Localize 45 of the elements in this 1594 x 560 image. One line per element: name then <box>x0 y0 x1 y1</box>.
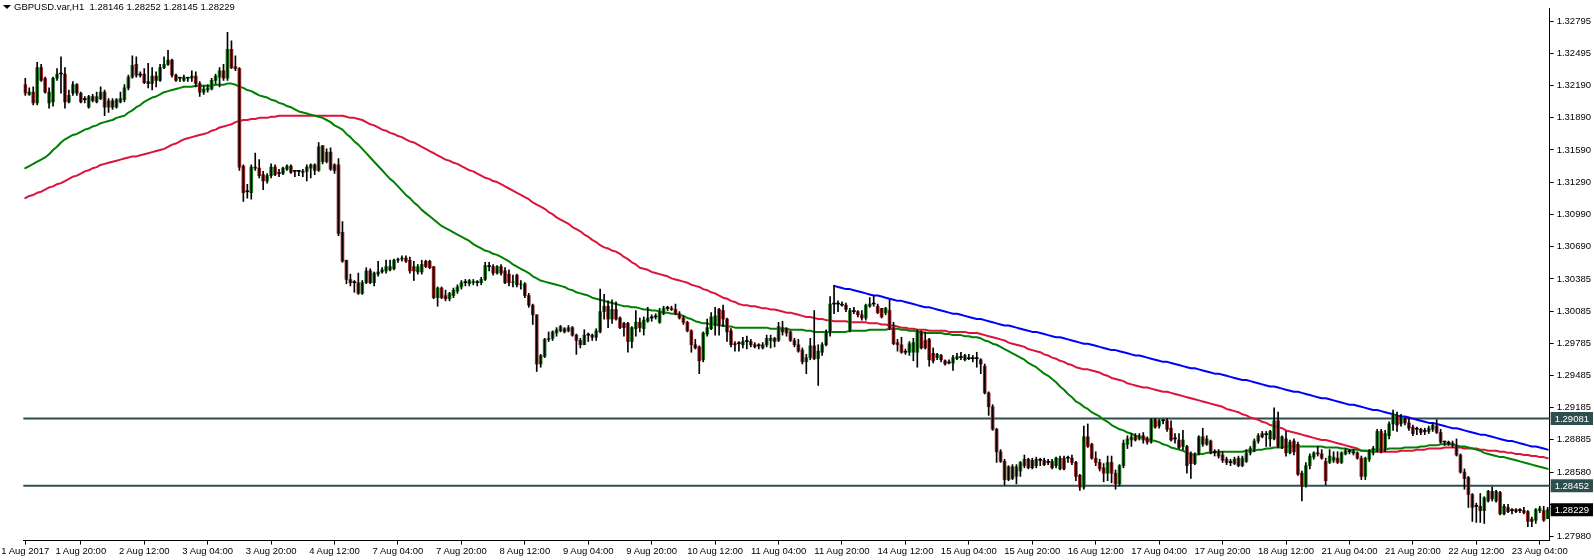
annotation: 1.28229 <box>1554 503 1589 515</box>
x-tick-label: 4 Aug 12:00 <box>309 544 360 556</box>
y-tick-label: 1.32795 <box>1556 14 1591 26</box>
x-tick-label: 15 Aug 20:00 <box>1004 544 1061 556</box>
x-tick-label: 23 Aug 04:00 <box>1511 544 1568 556</box>
y-tick-label: 1.30385 <box>1556 272 1591 284</box>
y-tick-label: 1.31590 <box>1556 143 1591 155</box>
ref-line-label: 1.28452 <box>1554 479 1589 491</box>
x-tick-label: 21 Aug 04:00 <box>1321 544 1378 556</box>
x-tick-label: 11 Aug 20:00 <box>814 544 870 556</box>
y-tick-label: 1.28580 <box>1556 465 1591 477</box>
x-tick-label: 14 Aug 12:00 <box>877 544 934 556</box>
x-tick-label: 22 Aug 12:00 <box>1448 544 1505 556</box>
ref-line-label: 1.29081 <box>1554 412 1589 424</box>
x-tick-label: 1 Aug 2017 <box>1 544 50 556</box>
chart-title: GBPUSD.var,H1 1.28146 1.28252 1.28145 1.28229 <box>14 1 235 13</box>
y-tick-label: 1.29785 <box>1556 336 1591 348</box>
x-tick-label: 10 Aug 12:00 <box>687 544 744 556</box>
x-tick-label: 1 Aug 20:00 <box>55 544 107 556</box>
y-tick-label: 1.32190 <box>1556 79 1591 91</box>
x-tick-label: 11 Aug 04:00 <box>750 544 807 556</box>
y-tick-label: 1.29485 <box>1556 368 1591 380</box>
y-tick-label: 1.27980 <box>1556 529 1591 541</box>
x-tick-label: 15 Aug 04:00 <box>940 544 997 556</box>
y-tick-label: 1.31890 <box>1556 111 1591 123</box>
x-tick-label: 3 Aug 20:00 <box>245 544 297 556</box>
y-tick-label: 1.30690 <box>1556 239 1591 251</box>
y-tick-label: 1.30990 <box>1556 207 1591 219</box>
y-tick-label: 1.30085 <box>1556 304 1591 316</box>
x-tick-label: 17 Aug 20:00 <box>1194 544 1251 556</box>
x-tick-label: 8 Aug 12:00 <box>499 544 551 556</box>
x-tick-label: 9 Aug 04:00 <box>562 544 614 556</box>
y-tick-label: 1.31290 <box>1556 175 1591 187</box>
x-tick-label: 18 Aug 12:00 <box>1258 544 1315 556</box>
y-tick-label: 1.32495 <box>1556 46 1591 58</box>
x-tick-label: 2 Aug 12:00 <box>118 544 170 556</box>
y-tick-label: 1.29185 <box>1556 400 1591 412</box>
x-tick-label: 17 Aug 04:00 <box>1131 544 1188 556</box>
x-tick-label: 7 Aug 04:00 <box>372 544 424 556</box>
y-tick-label: 1.28885 <box>1556 433 1591 445</box>
x-tick-label: 21 Aug 20:00 <box>1384 544 1441 556</box>
x-tick-label: 9 Aug 20:00 <box>626 544 678 556</box>
x-tick-label: 3 Aug 04:00 <box>182 544 234 556</box>
x-tick-label: 7 Aug 20:00 <box>436 544 487 556</box>
x-tick-label: 16 Aug 12:00 <box>1067 544 1124 556</box>
